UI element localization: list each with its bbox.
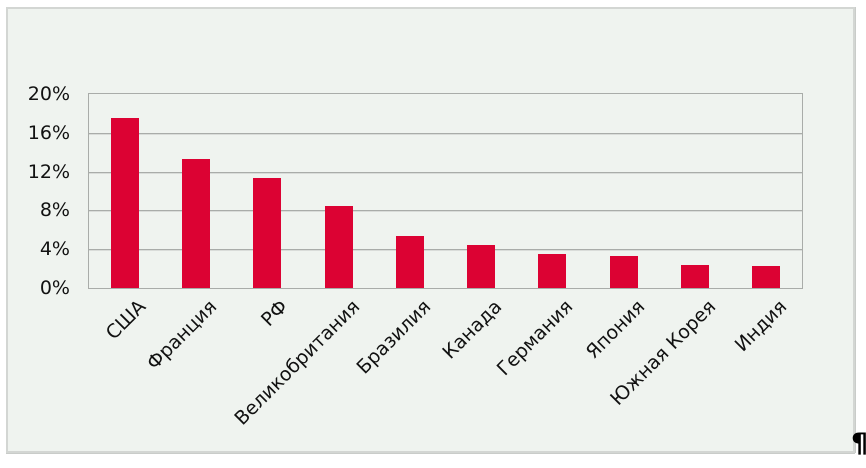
bar: [253, 178, 282, 288]
y-axis-label: 12%: [27, 160, 70, 183]
bar: [324, 205, 353, 288]
bar: [467, 245, 496, 288]
y-axis-label: 8%: [39, 199, 70, 222]
bar: [681, 264, 710, 288]
bar: [395, 235, 424, 288]
plot-area: [88, 93, 803, 289]
y-axis-label: 4%: [39, 238, 70, 261]
paragraph-mark: ¶: [851, 429, 866, 459]
gridline: [89, 210, 802, 212]
bar: [181, 159, 210, 288]
gridline: [89, 171, 802, 173]
y-axis-label: 20%: [27, 83, 70, 105]
y-axis-label: 0%: [39, 277, 70, 299]
bar: [752, 265, 781, 288]
bar: [609, 256, 638, 288]
gridline: [89, 249, 802, 251]
bar: [538, 254, 567, 288]
chart-object[interactable]: 20% 16% 12% 8% 4% 0% США Франция РФ Великобритани…: [6, 7, 855, 453]
y-axis-label: 16%: [27, 121, 70, 144]
gridline: [89, 132, 802, 134]
bar: [110, 118, 139, 288]
